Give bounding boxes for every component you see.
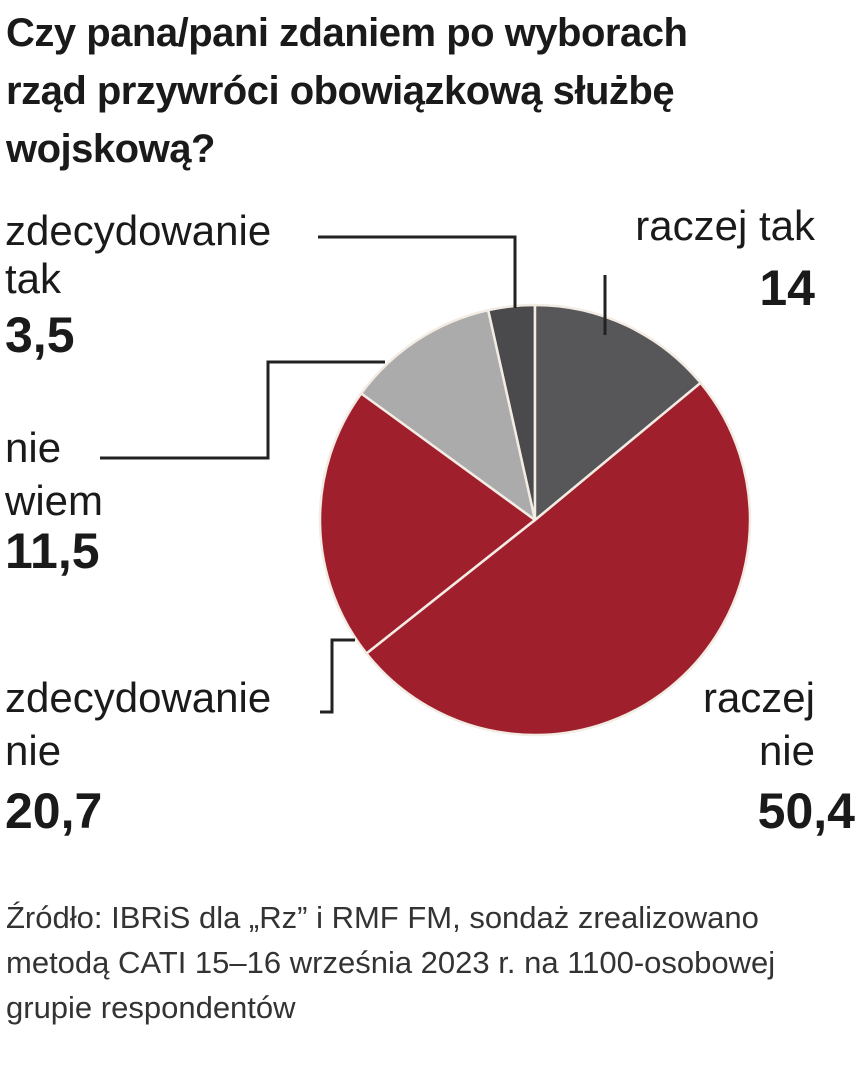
leader-line	[318, 235, 517, 308]
label-line: zdecydowanie	[5, 674, 271, 721]
chart: raczej tak 14 raczej nie 50,4 zdecydowanie nie…	[4, 202, 856, 839]
pie-slice	[533, 303, 703, 523]
value-label: 20,7	[5, 783, 102, 839]
chart-title: Czy pana/pani zdaniem po wyborach rząd p…	[6, 11, 688, 171]
label-line: zdecydowanie	[5, 207, 271, 254]
leader-line	[100, 360, 385, 460]
label-line: wiem	[4, 477, 103, 524]
value-label: 50,4	[758, 783, 856, 839]
slice-label: zdecydowanie nie	[5, 674, 271, 774]
slice-label: zdecydowanie tak	[5, 207, 271, 302]
label-line: nie	[5, 424, 61, 471]
pie-slice	[318, 391, 538, 656]
slice-label: nie wiem	[4, 424, 103, 524]
label-line: nie	[5, 727, 61, 774]
pie-slice	[359, 308, 537, 523]
label-line: tak	[5, 255, 62, 302]
value-label: 3,5	[5, 307, 75, 363]
value-label: 14	[759, 260, 815, 316]
pie-slice	[364, 381, 752, 737]
source-note: Źródło: IBRiS dla „Rz” i RMF FM, sondaż …	[6, 900, 776, 1025]
slice-label: raczej nie	[703, 674, 815, 774]
slice-label: raczej tak	[635, 202, 816, 249]
value-label: 11,5	[5, 523, 100, 579]
label-line: raczej tak	[635, 202, 816, 249]
label-line: raczej	[703, 674, 815, 721]
label-line: nie	[759, 727, 815, 774]
leader-line	[320, 638, 355, 714]
